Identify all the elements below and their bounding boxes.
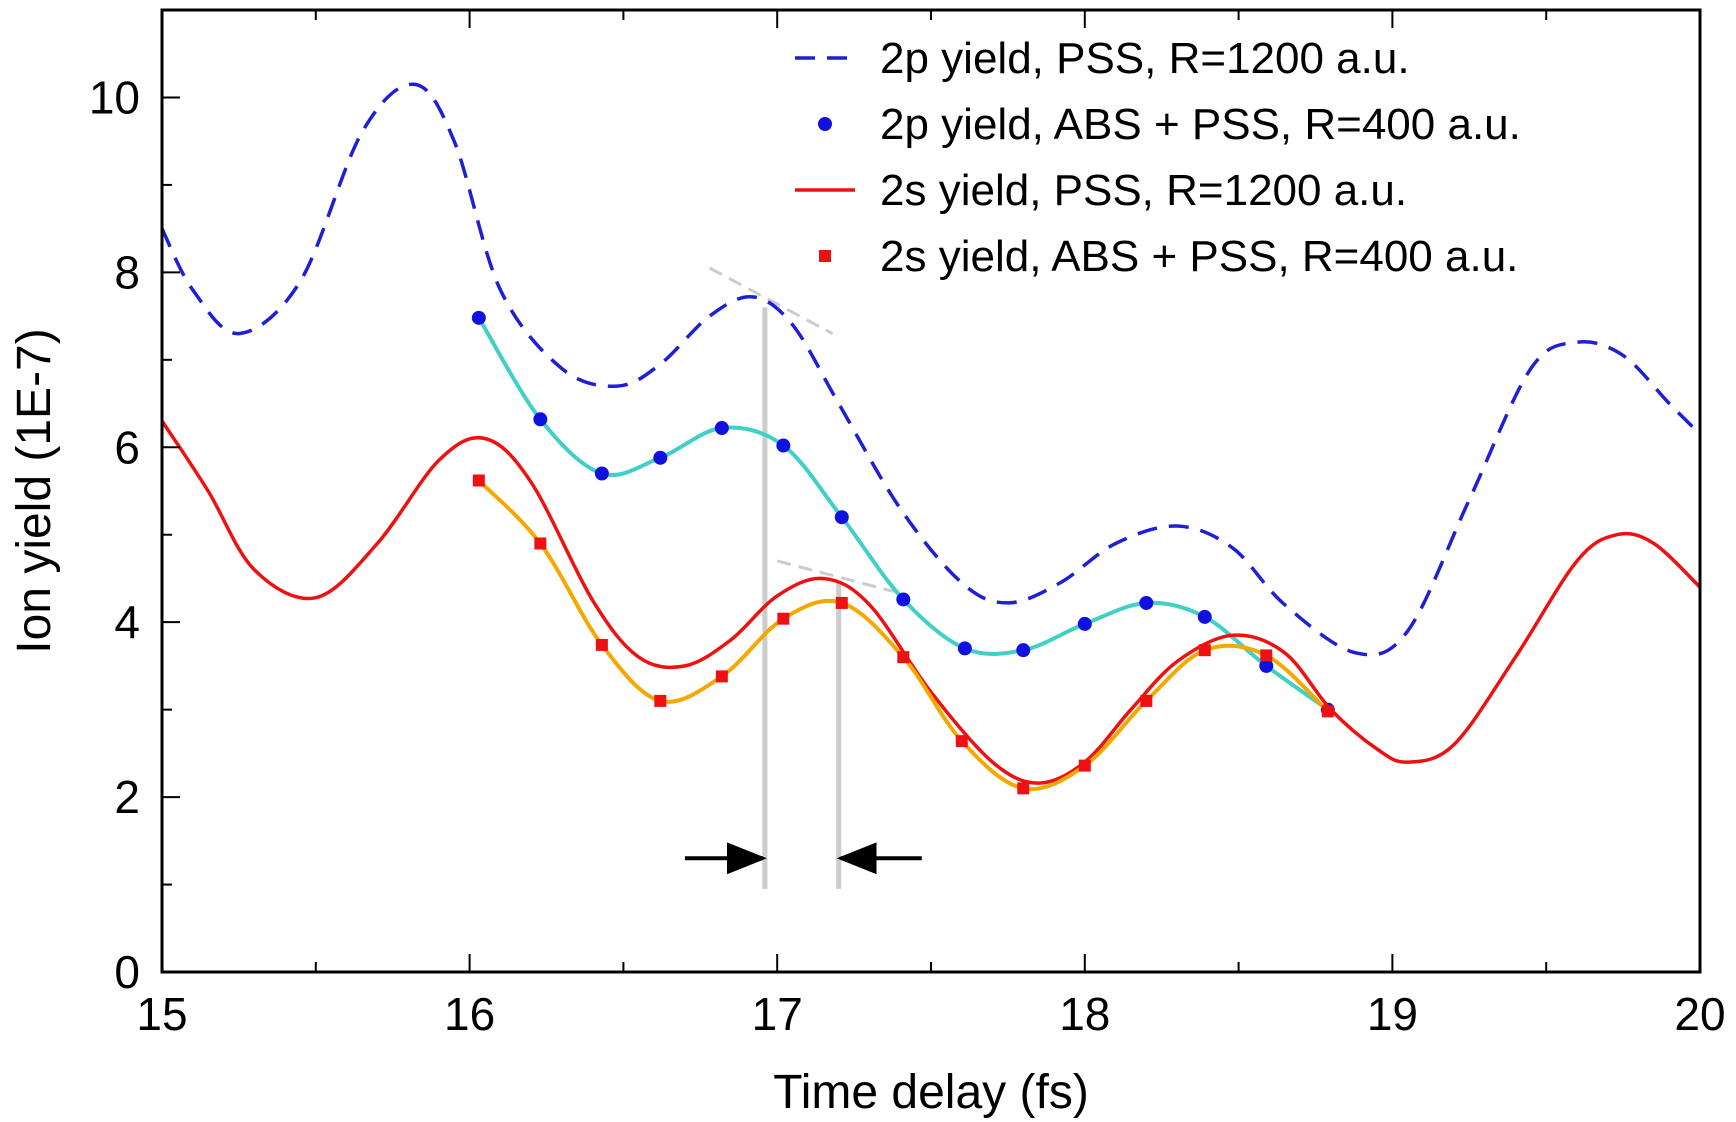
legend-label: 2s yield, ABS + PSS, R=400 a.u. [880,232,1518,281]
series-1-point [594,466,609,481]
series-1-point [957,641,972,656]
series-3-point [715,670,728,683]
series-3-point [1260,649,1273,662]
series-3-point [1198,644,1211,657]
series-1-point [834,510,849,525]
legend: 2p yield, PSS, R=1200 a.u. 2p yield, ABS … [795,34,1521,281]
series-3-point [1078,759,1091,772]
series-3-point [534,537,547,550]
y-tick-label: 0 [114,946,140,998]
x-tick-label: 15 [136,988,187,1040]
y-tick-label: 4 [114,596,140,648]
legend-label: 2p yield, PSS, R=1200 a.u. [880,34,1410,83]
x-tick-label: 18 [1059,988,1110,1040]
y-tick-label: 8 [114,246,140,298]
series-2-line [160,420,1702,785]
legend-swatch-square [819,250,831,262]
x-tick-label: 17 [752,988,803,1040]
series-3-point [777,612,790,625]
series-1-point [776,438,791,453]
series-1-point [1259,658,1274,673]
series-3-point [897,651,910,664]
legend-label: 2s yield, PSS, R=1200 a.u. [880,166,1407,215]
series-0-line [160,82,1702,657]
series-1-point [1139,595,1154,610]
series-3-point [1017,782,1030,795]
series-3-point [955,735,968,748]
x-tick-label: 16 [444,988,495,1040]
legend-swatch-circle [818,117,832,131]
series-3-point [835,596,848,609]
series-1-point [1077,616,1092,631]
x-tick-label: 20 [1674,988,1725,1040]
series-group [160,82,1702,795]
series-1-point [533,412,548,427]
guide-tangent-line [776,559,895,594]
x-axis-title: Time delay (fs) [773,1066,1089,1119]
x-tick-label: 19 [1367,988,1418,1040]
series-3-point [1321,705,1334,718]
legend-label: 2p yield, ABS + PSS, R=400 a.u. [880,100,1521,149]
axes: 15 16 17 18 19 20 0 2 4 6 8 10 [89,9,1726,1040]
y-tick-label: 6 [114,421,140,473]
series-3-point [1140,694,1153,707]
series-1-point [653,450,668,465]
guide-tangent-line [708,266,834,335]
series-1-point [714,421,729,436]
series-3-point [654,694,667,707]
series-3-point [472,474,485,487]
series-1-point [471,310,486,325]
y-tick-label: 10 [89,71,140,123]
series-1-point [1197,609,1212,624]
series-1-point [896,592,911,607]
series-3-point [595,638,608,651]
y-tick-label: 2 [114,771,140,823]
y-axis-title: Ion yield (1E-7) [8,328,61,653]
annotations [684,266,922,889]
series-1-point [1016,643,1031,658]
